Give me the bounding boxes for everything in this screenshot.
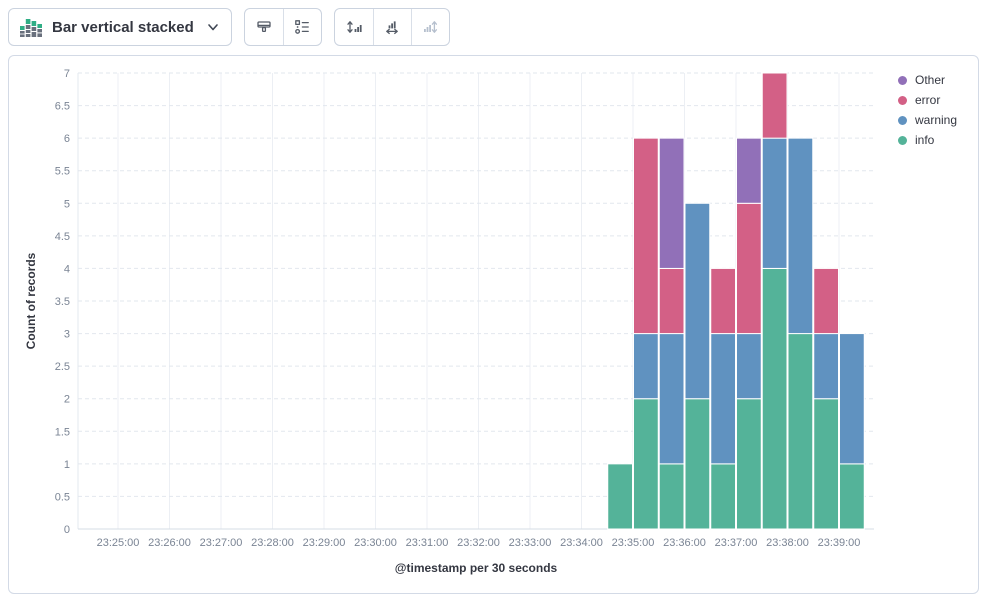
x-tick-label: 23:31:00 [406,537,449,549]
toolbar: Bar vertical stacked [8,8,979,46]
bar-segment[interactable] [710,267,736,335]
x-tick-label: 23:29:00 [303,537,346,549]
x-tick-label: 23:37:00 [715,537,758,549]
bar-segment[interactable] [658,137,685,269]
legend-color-dot [898,75,907,85]
bar-segment[interactable] [684,202,711,400]
y-tick-label: 0.5 [55,491,70,503]
x-tick-label: 23:26:00 [148,537,191,549]
bar-segment[interactable] [787,333,814,530]
legend-item[interactable]: warning [898,113,957,127]
x-tick-label: 23:34:00 [560,537,603,549]
bar-segment[interactable] [761,267,788,530]
right-axis-button [410,9,449,45]
chart-legend: Other error warning info [898,73,957,147]
bar-segment[interactable] [633,398,659,530]
bottom-axis-icon [384,19,400,35]
bar-segment[interactable] [710,463,736,530]
y-tick-label: 5 [64,198,70,210]
x-tick-label: 23:39:00 [818,537,861,549]
legend-settings-button[interactable] [282,9,321,45]
bar-segment[interactable] [633,137,659,335]
x-axis-title: @timestamp per 30 seconds [394,561,558,575]
y-axis-title: Count of records [24,252,38,350]
visual-options-icon [256,19,272,35]
right-axis-icon [422,19,438,35]
stacked-bar-chart: 23:25:00 23:26:00 23:27:00 23:28:00 23:29:00… [55,68,874,549]
bar-vertical-stacked-icon [19,17,43,37]
legend-item[interactable]: info [898,133,957,147]
x-tick-label: 23:35:00 [612,537,655,549]
bar-segment[interactable] [684,398,711,530]
legend-color-dot [898,95,907,105]
bar-segment[interactable] [813,398,839,530]
y-tick-label: 6 [64,133,70,145]
bar-segment[interactable] [761,137,788,269]
legend-item[interactable]: error [898,93,957,107]
chart-type-dropdown[interactable]: Bar vertical stacked [8,8,232,46]
bar-segment[interactable] [658,267,685,335]
legend-settings-icon [294,19,310,35]
bar-segment[interactable] [813,267,839,335]
chevron-down-icon [207,21,219,33]
x-tick-label: 23:27:00 [200,537,243,549]
y-tick-label: 5.5 [55,166,70,178]
y-tick-label: 4 [64,263,70,275]
bar-segment[interactable] [633,333,659,400]
x-tick-label: 23:33:00 [509,537,552,549]
y-tick-label: 4.5 [55,231,70,243]
style-button-group [243,8,322,46]
left-axis-button[interactable] [335,9,373,45]
bar-segment[interactable] [658,333,685,465]
y-tick-label: 6.5 [55,101,70,113]
legend-item[interactable]: Other [898,73,957,87]
axis-button-group [333,8,450,46]
x-tick-label: 23:32:00 [457,537,500,549]
bar-segment[interactable] [839,333,865,465]
bar-segment[interactable] [658,463,685,530]
chart-panel: 23:25:00 23:26:00 23:27:00 23:28:00 23:29:00… [8,55,979,594]
x-tick-label: 23:28:00 [251,537,294,549]
x-tick-label: 23:38:00 [766,537,809,549]
y-tick-label: 3.5 [55,296,70,308]
legend-label: Other [915,73,946,87]
bottom-axis-button[interactable] [372,9,411,45]
y-tick-label: 7 [64,68,70,80]
bar-segment[interactable] [736,202,762,335]
bar-segment[interactable] [761,72,788,139]
bar-segment[interactable] [839,463,865,530]
y-tick-label: 1.5 [55,426,70,438]
bar-segment[interactable] [607,463,633,530]
bar-segment[interactable] [813,333,839,400]
y-tick-label: 2 [64,394,70,406]
visual-options-button[interactable] [245,9,283,45]
legend-label: error [915,93,941,107]
left-axis-icon [346,19,362,35]
bar-segment[interactable] [710,333,736,465]
y-tick-label: 1 [64,459,70,471]
legend-label: warning [915,113,958,127]
legend-color-dot [898,135,907,145]
y-tick-label: 3 [64,329,70,341]
bar-segment[interactable] [736,333,762,400]
x-tick-label: 23:36:00 [663,537,706,549]
bar-segment[interactable] [736,398,762,530]
bar-segment[interactable] [736,137,762,204]
legend-label: info [915,133,935,147]
y-tick-label: 0 [64,524,70,536]
chart-type-label: Bar vertical stacked [52,18,194,36]
legend-color-dot [898,115,907,125]
bar-segment[interactable] [787,137,814,335]
y-tick-label: 2.5 [55,361,70,373]
x-tick-label: 23:25:00 [97,537,140,549]
x-tick-label: 23:30:00 [354,537,397,549]
